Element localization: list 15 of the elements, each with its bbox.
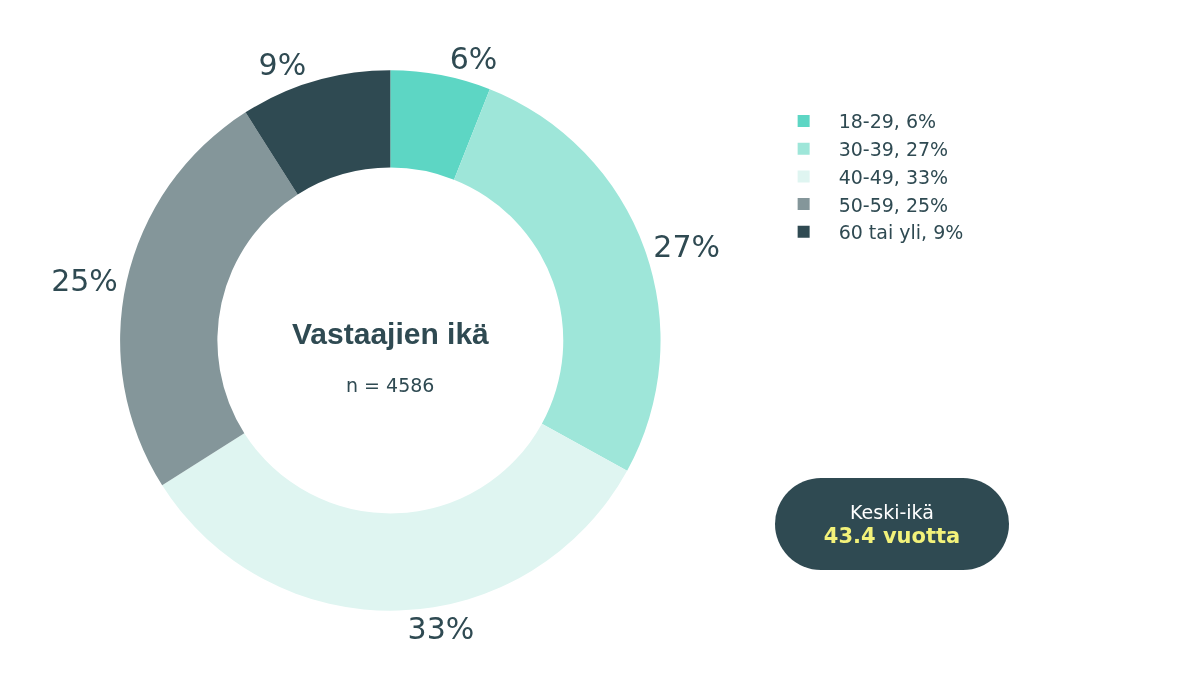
legend-label: 18-29, 6% [838,110,937,133]
text: Vastaajien ikä [292,317,490,350]
data-label: 33% [407,610,475,646]
legend-label: 30-39, 27% [838,138,949,161]
text: n = 4586 [346,374,435,396]
data-label: 27% [653,229,721,265]
donut-slice [390,70,490,180]
data-label: 6% [449,40,498,76]
legend-label: 50-59, 25% [838,193,949,216]
legend-label: 40-49, 33% [838,165,949,188]
info-box: Keski-ikä 43.4 vuotta [775,478,1009,570]
data-label: 9% [258,47,307,83]
legend-label: 60 tai yli, 9% [838,221,964,244]
data-label: 25% [51,263,118,299]
donut-slice [162,423,628,611]
